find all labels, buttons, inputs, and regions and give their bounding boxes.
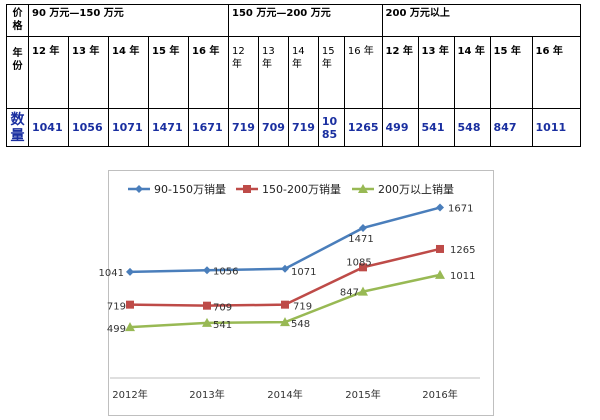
data-point	[126, 267, 134, 276]
data-point	[359, 223, 367, 232]
value-cell: 847	[489, 108, 533, 147]
legend-label: 150-200万销量	[262, 182, 341, 196]
data-point	[202, 317, 212, 327]
data-point	[436, 203, 444, 212]
data-point	[203, 301, 211, 310]
data-label: 1265	[450, 245, 475, 256]
qty-label: 数量	[6, 108, 29, 147]
legend-marker	[358, 184, 368, 193]
price-volume-table: 价格 90 万元—150 万元 150 万元—200 万元 200 万元以上 年…	[6, 4, 581, 147]
year-cell: 15 年	[148, 36, 189, 109]
value-cell: 499	[381, 108, 419, 147]
year-cell: 12 年	[228, 36, 259, 109]
data-label: 1085	[346, 257, 371, 268]
data-label: 1011	[450, 271, 475, 282]
value-cell: 719	[228, 108, 259, 147]
value-cell: 541	[417, 108, 455, 147]
data-point	[280, 317, 290, 327]
x-tick-label: 2013年	[189, 388, 224, 401]
year-cell: 14 年	[287, 36, 319, 109]
value-cell: 1085	[317, 108, 345, 147]
value-cell: 709	[257, 108, 289, 147]
data-label: 1071	[291, 267, 316, 278]
data-point	[125, 322, 135, 332]
value-cell: 1041	[28, 108, 69, 147]
data-label: 719	[107, 302, 126, 313]
data-label: 847	[340, 288, 359, 299]
data-label: 719	[293, 302, 312, 313]
data-label: 1041	[99, 268, 124, 279]
data-label: 1056	[213, 266, 238, 277]
value-cell: 1265	[343, 108, 383, 147]
legend-marker	[243, 185, 251, 193]
year-cell: 16 年	[343, 36, 383, 109]
year-cell: 15 年	[317, 36, 345, 109]
legend-label: 90-150万销量	[154, 182, 226, 196]
data-point	[435, 269, 445, 279]
series-line	[129, 206, 441, 274]
data-label: 1471	[348, 234, 373, 245]
data-point	[436, 244, 444, 253]
group-title-150-200: 150 万元—200 万元	[228, 4, 383, 37]
data-point	[126, 300, 134, 309]
data-point	[281, 300, 289, 309]
year-cell: 14 年	[108, 36, 149, 109]
data-label: 709	[213, 303, 232, 314]
data-point	[203, 266, 211, 275]
value-cell: 1011	[531, 108, 581, 147]
value-cell: 1671	[188, 108, 229, 147]
x-tick-label: 2014年	[267, 388, 302, 401]
value-cell: 1471	[148, 108, 189, 147]
data-point	[358, 286, 368, 296]
x-tick-label: 2015年	[345, 388, 380, 401]
x-tick-label: 2016年	[422, 388, 457, 401]
year-cell: 13 年	[68, 36, 109, 109]
legend-label: 200万以上销量	[378, 182, 454, 196]
x-tick-label: 2012年	[112, 388, 147, 401]
value-cell: 548	[453, 108, 491, 147]
value-cell: 1056	[68, 108, 109, 147]
data-label: 499	[107, 324, 126, 335]
year-cell: 14 年	[453, 36, 491, 109]
value-cell: 1071	[108, 108, 149, 147]
data-point	[359, 263, 367, 272]
data-label: 1671	[448, 204, 473, 215]
data-label: 541	[213, 320, 232, 331]
series-line	[129, 247, 441, 307]
value-cell: 719	[287, 108, 319, 147]
data-point	[281, 264, 289, 273]
legend-marker	[135, 185, 143, 193]
data-label: 548	[291, 319, 310, 330]
